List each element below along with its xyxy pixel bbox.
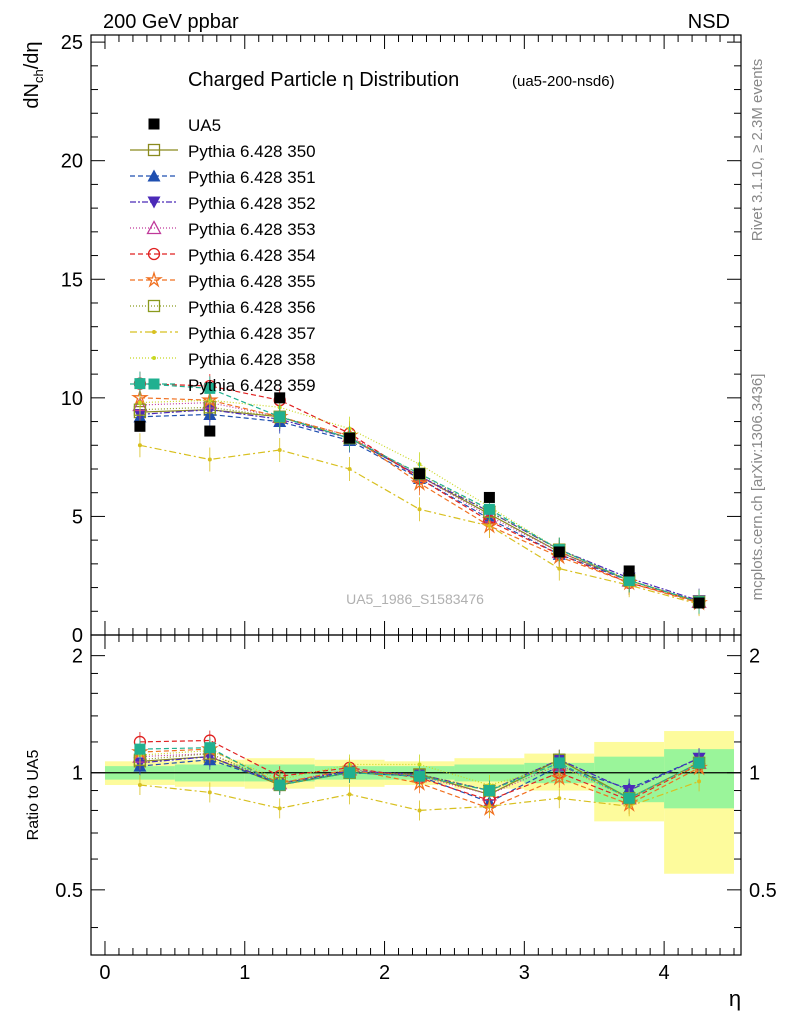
main-series-marker [137,443,142,448]
chart-title-suffix: (ua5-200-nsd6) [512,73,615,90]
legend-label: Pythia 6.428 350 [188,142,316,161]
x-tick-label: 3 [519,962,530,984]
ua5-data-point [413,468,425,480]
ratio-series-marker [277,806,282,811]
x-axis-label: η [729,986,741,1011]
ratio-series-marker [697,779,702,784]
x-tick-label: 2 [379,962,390,984]
legend-label-ua5: UA5 [188,116,221,135]
ratio-series-line [139,749,700,799]
header-right: NSD [688,11,730,33]
ratio-series-marker [550,768,569,786]
ratio-y-tick-label: 0.5 [55,880,83,902]
legend-marker [152,330,156,334]
legend-marker [148,378,160,390]
legend-label: Pythia 6.428 359 [188,376,316,395]
main-y-axis-label: dNch/dη [21,41,46,108]
main-y-tick-label: 20 [61,151,83,173]
main-series-marker [487,523,492,528]
ratio-series-marker [274,779,286,791]
ratio-y-tick-label-right: 2 [749,646,760,668]
legend-label: Pythia 6.428 351 [188,168,316,187]
ratio-series-marker [483,785,495,797]
legend-label: Pythia 6.428 352 [188,194,316,213]
x-tick-label: 4 [659,962,670,984]
main-series-marker [207,457,212,462]
ua5-data-point [693,597,705,609]
main-series-marker [417,507,422,512]
x-tick-label: 0 [99,962,110,984]
ua5-data-point [483,491,495,503]
ratio-y-tick-label: 2 [72,646,83,668]
ratio-series-marker [137,783,142,788]
legend-marker [147,169,161,182]
legend-marker [146,220,162,235]
ratio-series-marker [347,792,352,797]
legend-marker [145,270,163,288]
main-series-marker [277,448,282,453]
legend-marker [147,143,161,157]
ratio-series-marker [204,742,216,754]
ratio-series-marker [553,757,565,769]
legend-label: Pythia 6.428 354 [188,246,316,265]
side-text-rivet: Rivet 3.1.10, ≥ 2.3M events [749,59,766,242]
legend-marker-ua5 [148,118,160,130]
main-series-marker [204,382,216,394]
legend-marker [147,299,161,313]
ratio-series-marker [557,796,562,801]
ratio-y-tick-label-right: 0.5 [749,880,777,902]
watermark: UA5_1986_S1583476 [346,591,484,607]
ua5-data-point [274,392,286,404]
main-y-tick-label: 15 [61,269,83,291]
ratio-series-marker [134,743,146,755]
main-y-tick-label: 0 [72,625,83,647]
legend-marker [147,247,161,261]
legend-label: Pythia 6.428 355 [188,272,316,291]
ratio-series-marker [207,790,212,795]
legend-label: Pythia 6.428 353 [188,220,316,239]
ratio-series-marker [487,804,492,809]
ua5-data-point [134,420,146,432]
main-series-marker [137,400,142,405]
legend-label: Pythia 6.428 356 [188,298,316,317]
legend-label: Pythia 6.428 357 [188,324,316,343]
ratio-series-marker [623,792,635,804]
ratio-frame [90,634,742,956]
ratio-y-tick-label-right: 1 [749,763,760,785]
main-series-line [139,444,700,605]
ua5-data-point [204,425,216,437]
legend-label: Pythia 6.428 358 [188,350,316,369]
main-series-marker [347,466,352,471]
ratio-series-marker [693,757,705,769]
ua5-data-point [344,432,356,444]
ratio-series-line [139,780,700,812]
ratio-series-marker [417,762,422,767]
main-y-tick-label: 5 [72,506,83,528]
chart-title: Charged Particle η Distribution [188,69,459,91]
main-series-marker [274,411,286,423]
main-series-marker [557,566,562,571]
header-left: 200 GeV ppbar [103,11,239,33]
legend-marker [147,196,161,209]
ua5-data-point [553,546,565,558]
ratio-series-marker [413,770,425,782]
ratio-y-axis-label: Ratio to UA5 [25,750,42,841]
main-y-tick-label: 25 [61,32,83,54]
main-series-marker [483,503,495,515]
ratio-panel: 0.5 0.5 1 1 2 2 0 1 2 3 4 Ratio to UA5 η [25,634,777,1011]
side-text-mcplots: mcplots.cern.ch [arXiv:1306.3436] [749,374,766,601]
ratio-y-tick-label: 1 [72,763,83,785]
ua5-data-point [623,565,635,577]
main-series-marker [623,574,635,586]
ratio-series-marker [344,767,356,779]
ratio-series-marker [417,808,422,813]
main-panel: 0 5 10 15 20 25 dNch/dη Charged Particle η Dist… [21,32,742,647]
main-y-tick-label: 10 [61,388,83,410]
x-tick-label: 1 [239,962,250,984]
legend-marker [152,356,156,360]
